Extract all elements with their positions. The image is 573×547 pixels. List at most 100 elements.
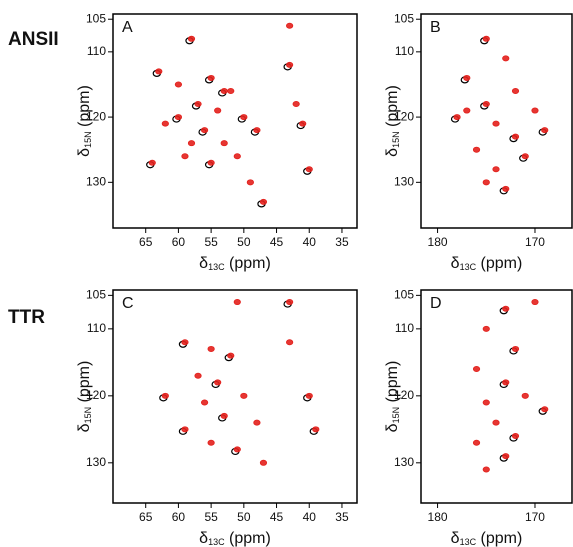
panel-letter: C — [122, 295, 134, 312]
peak — [453, 114, 461, 121]
panel-letter: A — [122, 19, 133, 36]
peak — [207, 439, 215, 446]
x-tick-label: 180 — [428, 510, 448, 524]
peak — [174, 81, 183, 88]
peak — [511, 345, 520, 352]
plot-frame — [112, 13, 358, 229]
label-unit: (ppm) — [476, 530, 522, 547]
peak — [502, 55, 510, 62]
label-sub: 15N — [83, 407, 93, 424]
peak — [233, 299, 241, 306]
peak — [187, 140, 196, 147]
label-symbol: δ — [384, 148, 401, 157]
label-unit: (ppm) — [225, 255, 271, 272]
x-axis-label: δ13C (ppm) — [451, 255, 523, 272]
peak — [148, 159, 156, 166]
y-tick-label: 130 — [86, 455, 106, 469]
peak — [502, 453, 510, 460]
peak — [502, 305, 510, 312]
peak — [482, 399, 490, 406]
peak — [305, 166, 313, 173]
label-sub: 13C — [208, 262, 225, 272]
y-tick-label: 120 — [394, 388, 414, 402]
y-axis-label: δ15N (ppm) — [384, 361, 401, 433]
label-unit: (ppm) — [384, 361, 401, 407]
peak — [240, 114, 248, 121]
x-tick-label: 50 — [237, 510, 251, 524]
peak — [207, 74, 215, 81]
y-axis-label: δ15N (ppm) — [384, 85, 401, 157]
peak — [292, 101, 300, 108]
y-tick-label: 105 — [86, 11, 106, 25]
panel-letter: B — [430, 19, 441, 36]
x-tick-label: 45 — [270, 235, 284, 249]
x-axis-label: δ13C (ppm) — [451, 530, 523, 547]
peak — [220, 87, 228, 94]
peak — [246, 179, 254, 186]
peak — [541, 406, 549, 413]
peak — [472, 439, 481, 446]
label-sub: 13C — [208, 537, 225, 547]
peak — [511, 133, 520, 140]
peak — [227, 87, 235, 94]
label-sub: 15N — [391, 131, 401, 148]
x-tick-label: 170 — [525, 510, 545, 524]
peak — [259, 459, 268, 466]
x-tick-label: 180 — [428, 235, 448, 249]
x-tick-label: 60 — [172, 510, 186, 524]
plot-frame — [112, 289, 358, 504]
peak — [541, 127, 549, 134]
x-axis-label: δ13C (ppm) — [199, 255, 271, 272]
label-unit: (ppm) — [76, 361, 93, 407]
peak — [482, 325, 490, 332]
x-tick-label: 50 — [237, 235, 251, 249]
x-axis-label: δ13C (ppm) — [199, 530, 271, 547]
y-tick-label: 120 — [394, 109, 414, 123]
peak — [521, 392, 529, 399]
y-tick-label: 105 — [394, 11, 414, 25]
peak — [286, 22, 294, 29]
peak — [463, 107, 471, 114]
x-tick-label: 60 — [172, 235, 186, 249]
peak — [253, 419, 261, 426]
plot-frame — [420, 289, 573, 504]
peak — [472, 146, 481, 153]
peak — [181, 339, 189, 346]
x-tick-label: 55 — [204, 510, 218, 524]
peak — [531, 107, 539, 114]
x-tick-label: 65 — [139, 235, 153, 249]
label-sub: 15N — [391, 407, 401, 424]
label-unit: (ppm) — [476, 255, 522, 272]
peak — [187, 35, 196, 42]
peak — [259, 198, 268, 205]
label-sub: 15N — [83, 131, 93, 148]
peak — [233, 446, 241, 453]
peak — [253, 127, 261, 134]
peak — [240, 392, 248, 399]
peak — [482, 466, 490, 473]
x-tick-label: 40 — [303, 510, 317, 524]
peak — [463, 74, 471, 81]
y-tick-label: 120 — [86, 109, 106, 123]
x-tick-label: 170 — [525, 235, 545, 249]
label-unit: (ppm) — [225, 530, 271, 547]
y-tick-label: 110 — [87, 321, 106, 335]
peak — [200, 127, 209, 134]
x-tick-label: 65 — [139, 510, 153, 524]
peak — [286, 339, 294, 346]
x-tick-label: 40 — [303, 235, 317, 249]
peak — [502, 185, 510, 192]
peak — [511, 433, 520, 440]
peak — [207, 345, 215, 352]
peak — [286, 61, 294, 68]
label-unit: (ppm) — [384, 85, 401, 131]
peak — [220, 412, 228, 419]
label-symbol: δ — [199, 530, 208, 547]
peak — [174, 114, 183, 121]
y-axis-label: δ15N (ppm) — [76, 361, 93, 433]
y-tick-label: 130 — [394, 455, 414, 469]
label-symbol: δ — [384, 423, 401, 432]
label-symbol: δ — [199, 255, 208, 272]
x-tick-label: 55 — [204, 235, 218, 249]
